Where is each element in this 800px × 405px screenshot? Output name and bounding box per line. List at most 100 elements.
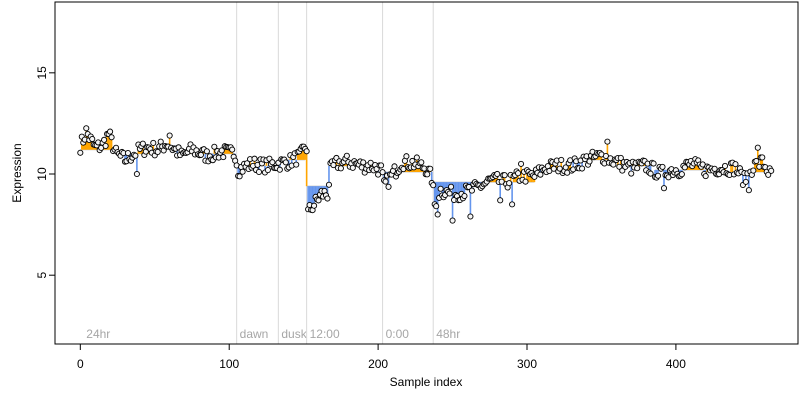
data-point — [220, 154, 227, 161]
data-point — [759, 154, 766, 161]
data-point — [229, 146, 236, 153]
y-tick-label: 10 — [35, 167, 49, 181]
data-point — [634, 165, 641, 172]
data-point — [203, 148, 210, 155]
data-point — [107, 128, 114, 135]
data-point — [427, 165, 434, 172]
data-point — [497, 197, 504, 204]
axis-layer: 0 100 200 300 400 5 10 15 — [35, 66, 686, 371]
data-point — [403, 153, 410, 160]
data-point — [413, 154, 420, 161]
annotation-label: 0:00 — [386, 327, 410, 341]
data-point — [681, 164, 688, 171]
data-point — [558, 156, 565, 164]
x-axis-label: Sample index — [390, 375, 463, 389]
data-point — [515, 170, 522, 177]
data-point — [434, 211, 441, 218]
data-point — [446, 190, 453, 197]
data-point — [654, 172, 662, 179]
annotation-label: 24hr — [86, 327, 110, 341]
data-point — [467, 213, 474, 220]
data-point — [293, 161, 300, 168]
data-point — [315, 197, 322, 204]
data-point — [154, 148, 161, 155]
data-point — [754, 144, 761, 151]
data-point — [337, 165, 344, 172]
data-point — [108, 134, 115, 141]
annotation-label: dawn — [240, 327, 269, 341]
annotation-layer: 24hr dawn dusk 12:00 0:00 48hr — [86, 2, 460, 344]
y-tick-label: 15 — [35, 66, 49, 80]
data-point — [378, 162, 385, 169]
data-point — [166, 132, 173, 139]
data-point — [77, 149, 84, 156]
data-point — [660, 185, 668, 192]
data-point — [424, 171, 431, 178]
data-point — [765, 171, 772, 178]
data-point — [604, 138, 611, 145]
data-point — [150, 139, 157, 146]
data-point — [218, 147, 225, 154]
data-point — [239, 168, 246, 175]
data-point — [711, 165, 718, 172]
x-tick-label: 400 — [666, 357, 686, 371]
data-point — [311, 202, 318, 209]
data-point — [522, 178, 529, 185]
data-point — [556, 165, 563, 172]
data-point — [244, 160, 251, 167]
data-point — [236, 173, 243, 180]
data-point — [750, 167, 757, 174]
data-point — [251, 155, 258, 162]
data-point — [197, 151, 204, 158]
data-point — [506, 180, 513, 187]
data-point — [211, 143, 218, 150]
x-tick-label: 200 — [368, 357, 388, 371]
data-point — [139, 140, 146, 147]
x-tick-label: 100 — [219, 357, 239, 371]
data-point — [586, 158, 593, 165]
data-point — [133, 170, 140, 178]
annotation-label: 12:00 — [310, 327, 340, 341]
data-point — [617, 154, 624, 161]
data-point — [628, 170, 635, 177]
x-tick-label: 0 — [77, 357, 84, 371]
data-point — [650, 160, 657, 167]
data-point — [768, 167, 775, 174]
data-point — [379, 169, 386, 176]
data-point — [349, 164, 356, 171]
data-point — [494, 170, 501, 178]
annotation-label: 48hr — [436, 327, 460, 341]
data-point — [678, 171, 685, 178]
y-tick-label: 5 — [35, 272, 49, 279]
data-point — [647, 170, 654, 177]
data-point — [264, 166, 271, 174]
data-point — [325, 181, 333, 188]
data-point — [732, 161, 739, 168]
data-point — [437, 185, 444, 192]
data-point — [498, 178, 505, 185]
data-point — [509, 201, 516, 208]
data-point — [282, 159, 289, 166]
data-point — [753, 157, 760, 165]
data-point — [303, 148, 310, 155]
data-point — [360, 159, 367, 166]
data-point — [83, 125, 90, 132]
data-point — [659, 163, 666, 170]
data-point — [721, 162, 729, 170]
data-point — [531, 173, 538, 180]
y-axis-label: Expression — [10, 143, 24, 202]
data-point — [448, 183, 455, 190]
data-point — [375, 171, 382, 178]
data-point — [276, 166, 283, 173]
data-point — [501, 172, 508, 179]
data-point — [742, 178, 749, 185]
data-point — [418, 159, 425, 166]
data-point — [102, 142, 109, 149]
data-point — [518, 160, 525, 167]
data-point — [430, 182, 437, 189]
point-layer — [77, 125, 775, 224]
data-point — [579, 165, 586, 172]
data-point — [468, 187, 475, 194]
plot-frame — [54, 1, 799, 345]
